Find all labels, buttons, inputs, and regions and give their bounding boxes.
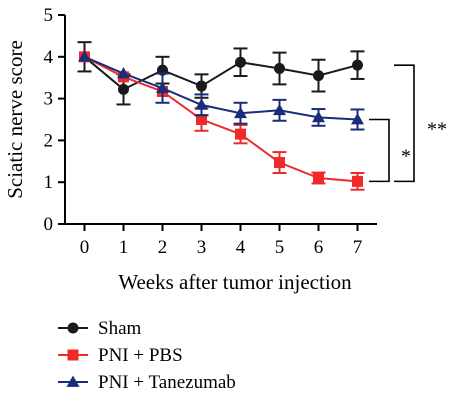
legend-item: Sham (58, 318, 142, 339)
data-point (118, 83, 129, 95)
data-point (235, 128, 246, 140)
legend-item: PNI + PBS (58, 345, 183, 366)
y-axis-title: Sciatic nerve score (3, 40, 27, 199)
significance-bracket (369, 118, 390, 183)
y-tick-label: 5 (44, 5, 54, 26)
data-point (274, 63, 285, 75)
series-line (84, 55, 358, 183)
x-tick-label: 6 (314, 237, 324, 258)
y-tick-label: 2 (44, 130, 54, 151)
data-point (273, 103, 286, 116)
y-tick-label: 0 (44, 214, 54, 235)
x-tick-label: 1 (119, 237, 129, 258)
x-tick-label: 4 (236, 237, 246, 258)
significance-label: * (401, 145, 411, 167)
x-tick-label: 2 (158, 237, 168, 258)
x-axis-title: Weeks after tumor injection (118, 270, 352, 294)
significance-label: ** (427, 118, 447, 140)
legend-marker (67, 322, 79, 334)
x-tick-label: 0 (80, 237, 90, 258)
data-point (312, 110, 325, 123)
y-tick-label: 1 (44, 172, 54, 193)
data-point (156, 81, 169, 94)
y-tick-label: 3 (44, 89, 54, 110)
series-line (83, 56, 358, 91)
data-point (313, 70, 324, 82)
legend-marker (66, 375, 80, 387)
data-point (313, 172, 324, 184)
x-tick-label: 7 (353, 237, 363, 258)
data-point (352, 175, 363, 187)
legend-label: PNI + Tanezumab (98, 372, 236, 393)
series-layer (77, 41, 365, 191)
data-point (117, 67, 130, 79)
data-point (351, 113, 364, 125)
x-tick-label: 3 (197, 237, 207, 258)
series-line (84, 55, 358, 121)
significance-brackets: *** (369, 64, 447, 183)
axes: 0 1 2 3 4 5 0 1 2 3 4 5 6 7 (44, 5, 377, 258)
data-point (235, 56, 246, 68)
data-point (352, 59, 363, 71)
significance-bracket (394, 64, 415, 183)
y-tick-label: 4 (44, 47, 54, 68)
legend-item: PNI + Tanezumab (58, 372, 236, 393)
x-tick-label: 5 (275, 237, 285, 258)
data-point (195, 98, 208, 110)
data-point (196, 80, 207, 92)
legend-label: Sham (98, 318, 142, 339)
legend: Sham PNI + PBS PNI + Tanezumab (58, 318, 236, 393)
data-point (234, 106, 247, 119)
data-point (274, 157, 285, 169)
legend-marker (67, 349, 79, 361)
data-point (196, 114, 207, 125)
series-triangle (78, 50, 365, 131)
legend-label: PNI + PBS (98, 345, 183, 366)
data-point (78, 50, 91, 62)
